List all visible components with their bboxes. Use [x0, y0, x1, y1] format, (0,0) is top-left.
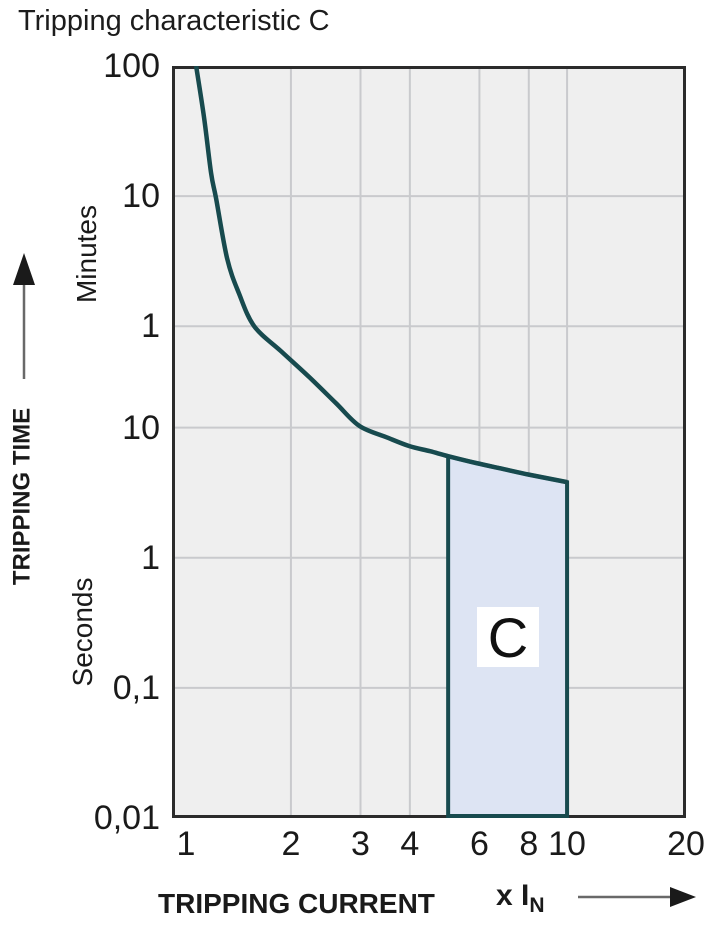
- y-tick-label: 10: [122, 177, 160, 216]
- x-tick-label: 4: [400, 825, 420, 863]
- x-axis-title: TRIPPING CURRENT: [158, 888, 435, 919]
- y-axis-title: TRIPPING TIME: [8, 407, 36, 586]
- c-region-label: C: [477, 606, 539, 669]
- x-tick-label: 2: [281, 825, 301, 863]
- y-tick-label: 1: [141, 307, 160, 346]
- x-tick-label: 10: [548, 825, 586, 863]
- y-tick-label: 0,01: [93, 799, 160, 837]
- y-tick-label: 1: [141, 538, 160, 577]
- x-multiplier-subscript: N: [529, 894, 545, 917]
- x-axis-multiplier: x IN: [496, 880, 545, 922]
- x-multiplier-prefix: x I: [496, 879, 530, 912]
- y-tick-label: 0,1: [112, 668, 160, 707]
- x-tick-label: 20: [667, 825, 705, 863]
- chart-title: Tripping characteristic C: [18, 5, 330, 37]
- y-tick-label: 100: [103, 47, 160, 85]
- x-tick-label: 1: [176, 825, 196, 863]
- x-tick-label: 6: [469, 825, 489, 863]
- y-tick-label: 10: [122, 408, 160, 447]
- right-arrow-icon: [578, 887, 696, 907]
- x-tick-label: 3: [351, 825, 370, 863]
- up-arrow-icon: [13, 253, 35, 379]
- plot-area: [172, 66, 686, 818]
- x-tick-label: 8: [519, 825, 539, 863]
